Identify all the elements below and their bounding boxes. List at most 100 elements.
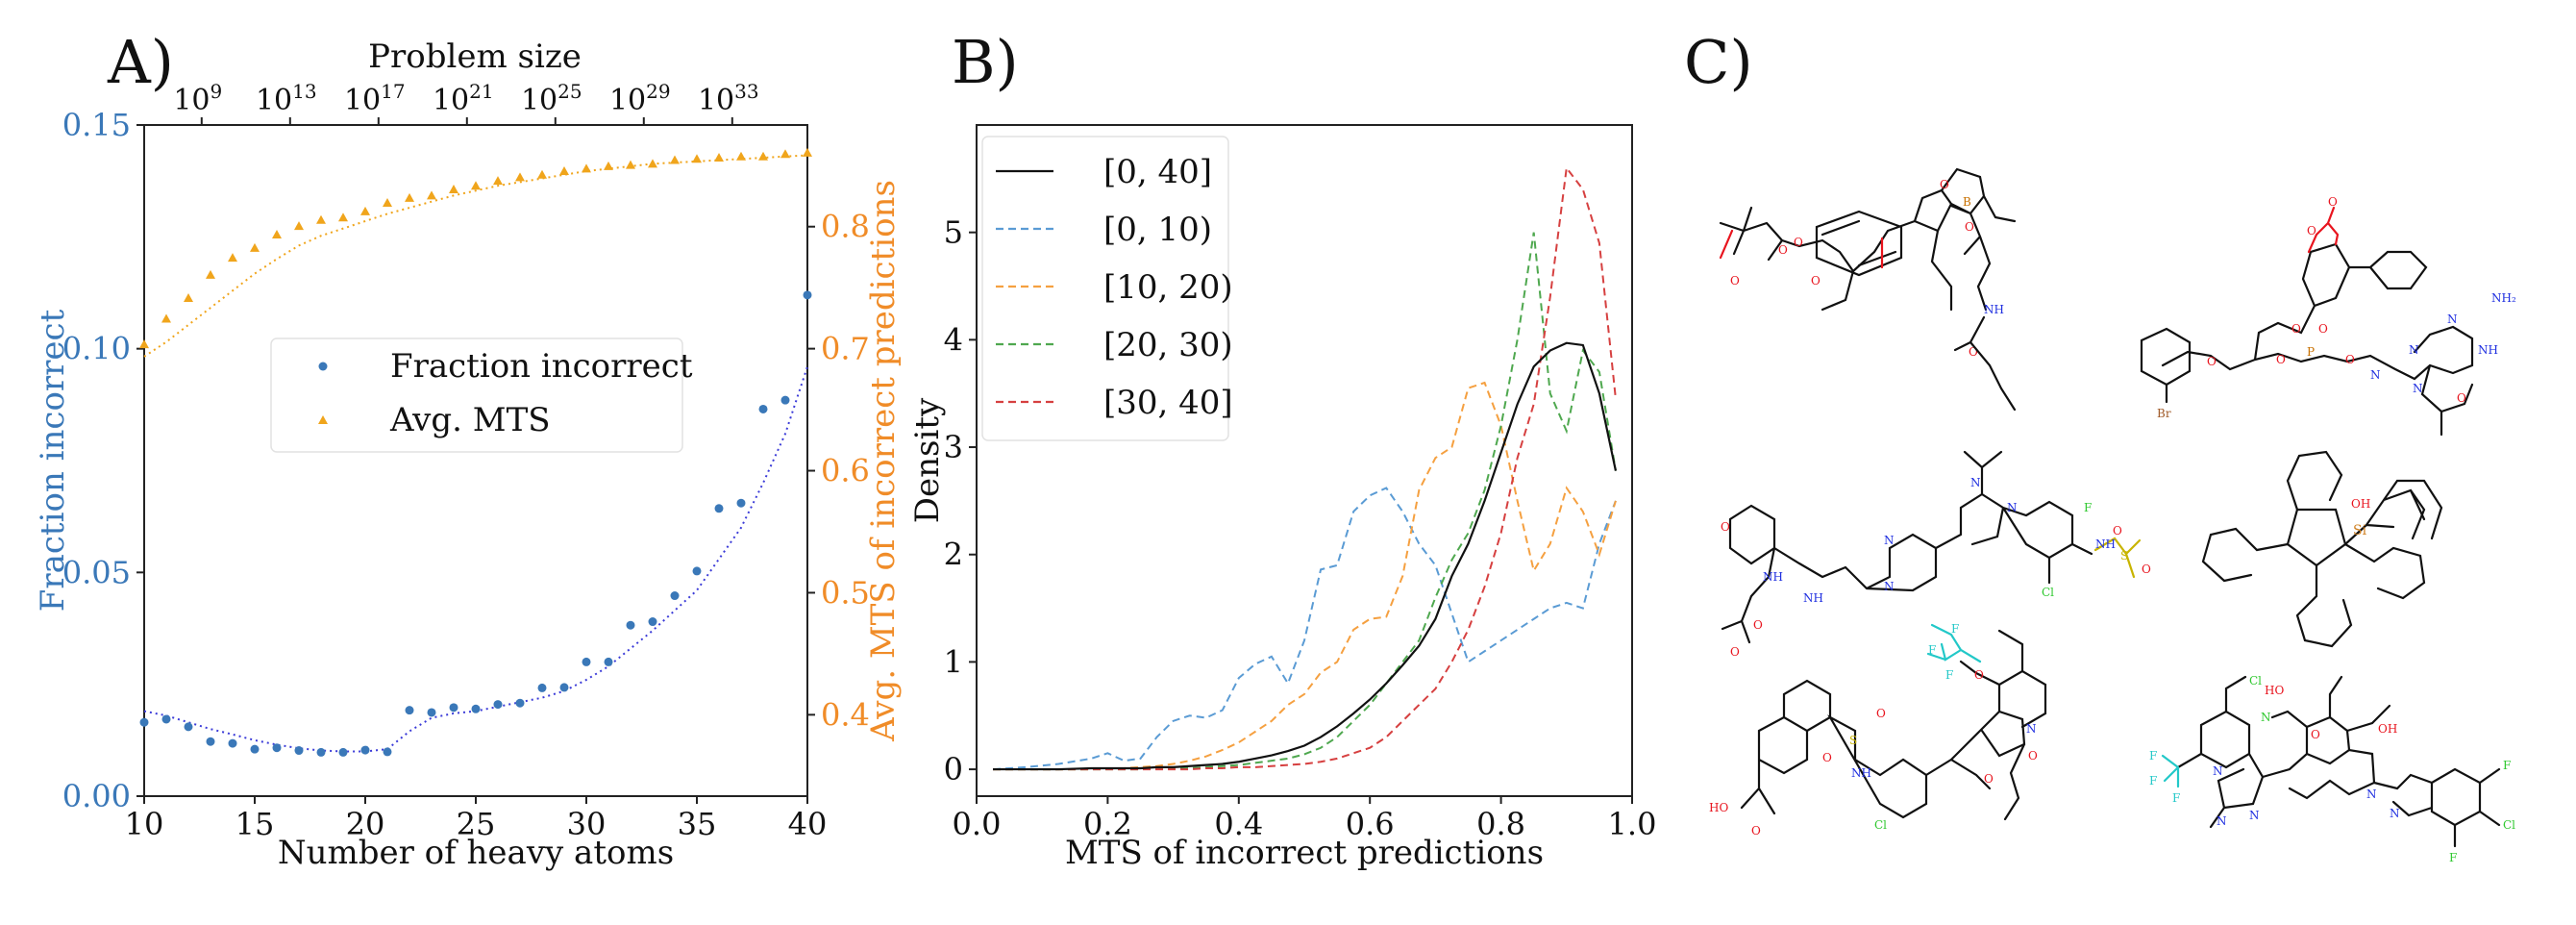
atom-label: NH [2478, 343, 2498, 357]
data-point-fraction [206, 737, 215, 746]
atom-label: NH [1984, 303, 2004, 316]
data-point-fraction [559, 683, 569, 692]
series-b [992, 165, 1618, 771]
atom-label: N [2026, 722, 2037, 736]
atom-label: NH [2095, 538, 2116, 551]
atom-label: NH₂ [2491, 291, 2516, 305]
x-tick-label-a: 35 [678, 806, 717, 842]
x-tick-label-b: 0.0 [953, 806, 1002, 842]
y-tick-label-b: 5 [944, 214, 963, 251]
data-point-mts [228, 253, 237, 262]
top-tick-exponent: 9 [211, 80, 223, 103]
atom-label: O [1969, 345, 1978, 359]
y2-tick-label-a: 0.7 [821, 331, 870, 367]
data-point-mts [471, 181, 481, 190]
legend-label-b: [0, 10) [1103, 211, 1212, 249]
top-tick-base: 10 [344, 84, 381, 117]
data-point-mts [493, 176, 503, 186]
trend-line-mts [143, 154, 808, 358]
panel-c: C) O O O O B O O NH O O O O P O O [1684, 27, 2516, 864]
atom-label: N [1970, 476, 1981, 489]
data-point-fraction [338, 747, 348, 757]
legend-marker-fraction [318, 362, 328, 371]
data-point-mts [515, 172, 525, 182]
data-point-fraction [780, 395, 790, 405]
x-axis-label-b: MTS of incorrect predictions [1065, 834, 1544, 872]
panel-b: B) 0 1 2 3 4 5 0.0 0.2 0.4 0.6 0.8 1.0 MTS of inco… [908, 27, 1656, 872]
top-tick-base: 10 [433, 84, 469, 117]
y-axis-label-b: Density [908, 397, 947, 523]
data-point-fraction [316, 747, 326, 757]
atom-label: O [1974, 668, 1984, 682]
atom-label: N [1884, 580, 1895, 593]
top-tick-exponent: 17 [381, 80, 405, 103]
atom-label: N [1884, 534, 1895, 547]
data-point-mts [559, 165, 569, 175]
series-a [139, 147, 812, 757]
data-point-fraction [427, 708, 436, 717]
y2-tick-label-a: 0.4 [821, 696, 870, 733]
data-point-fraction [383, 747, 392, 757]
y-tick-label-a: 0.10 [62, 331, 131, 367]
top-tick-exponent: 13 [292, 80, 316, 103]
left-axis-ticks: 0.00 0.05 0.10 0.15 [62, 107, 144, 814]
data-point-fraction [692, 566, 702, 576]
data-point-fraction [139, 717, 149, 727]
data-point-mts [537, 169, 547, 179]
data-point-mts [714, 153, 724, 162]
y2-axis-label-a: Avg. MTS of incorrect predictions [864, 180, 903, 742]
data-point-fraction [471, 704, 481, 713]
atom-label: F [1945, 668, 1953, 682]
data-point-mts [250, 242, 260, 252]
atom-label: O [1753, 618, 1763, 632]
atom-label: B [1963, 195, 1971, 209]
molecule-2: O O O P O O O O Br N N N N NH₂ NH O [2140, 195, 2516, 437]
atom-label: Cl [2503, 818, 2515, 832]
atom-label: O [1811, 274, 1821, 288]
top-axis-title: Problem size [368, 38, 582, 76]
legend-label-b: [10, 20) [1103, 268, 1233, 307]
atom-label: S [1849, 734, 1857, 747]
atom-label: O [2028, 749, 2038, 762]
right-axis-ticks: 0.4 0.5 0.6 0.7 0.8 [807, 209, 870, 733]
x-tick-label-a: 20 [346, 806, 385, 842]
data-point-fraction [803, 290, 812, 300]
atom-label: O [2318, 322, 2328, 336]
x-tick-label-a: 10 [125, 806, 164, 842]
atom-label: N [2370, 368, 2381, 382]
y-tick-label-b: 1 [944, 643, 963, 680]
x-tick-label-b: 0.8 [1476, 806, 1525, 842]
data-point-mts [272, 229, 282, 238]
data-point-mts [780, 149, 790, 159]
atom-label: O [1822, 751, 1832, 764]
data-point-fraction [294, 746, 304, 756]
atom-label: Br [2157, 407, 2171, 420]
top-tick-label-a: 1033 [698, 80, 759, 117]
atom-label: HO [2265, 684, 2284, 697]
data-point-fraction [449, 703, 458, 712]
data-point-fraction [272, 743, 282, 753]
atom-label: OH [2378, 722, 2397, 736]
data-point-mts [206, 269, 215, 279]
data-point-fraction [360, 745, 370, 755]
molecule-3: O N N NH NH N N O O F NH S O O Cl [1721, 450, 2151, 659]
molecule-4: Si OH [2201, 450, 2443, 648]
top-tick-label-a: 1029 [609, 80, 671, 117]
top-tick-base: 10 [173, 84, 210, 117]
data-point-mts [692, 154, 702, 163]
data-point-mts [184, 292, 193, 302]
atom-label: O [2113, 524, 2122, 538]
data-point-mts [803, 147, 812, 157]
legend-label-fraction: Fraction incorrect [390, 347, 693, 386]
y2-tick-label-a: 0.6 [821, 453, 870, 489]
data-point-fraction [515, 698, 525, 708]
data-point-mts [758, 151, 768, 161]
data-point-mts [360, 206, 370, 215]
atom-label: F [1951, 622, 1959, 636]
data-point-mts [449, 185, 458, 194]
atom-label: N [2217, 814, 2227, 828]
atom-label: N [2366, 788, 2377, 801]
x-tick-label-b: 1.0 [1608, 806, 1657, 842]
x-tick-label-b: 0.4 [1214, 806, 1263, 842]
atom-label: O [2311, 728, 2320, 741]
